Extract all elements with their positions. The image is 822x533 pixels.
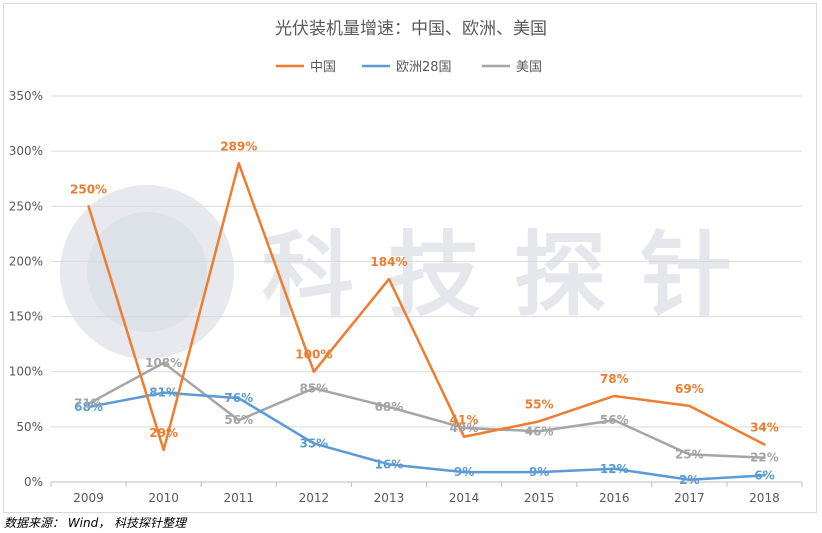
y-tick-label: 300% [9,144,43,158]
data-label: 68% [74,400,103,414]
data-label: 55% [525,397,554,411]
chart-title: 光伏装机量增速：中国、欧洲、美国 [275,19,547,39]
y-tick-label: 50% [16,420,43,434]
data-label: 2% [679,473,699,487]
data-labels: 250% 29% 289% 100% 184% 41% 55% 78% 69% 34% 68% 81%… [70,139,779,487]
x-tick-label: 2015 [524,491,555,505]
source-note: 数据来源： Wind， 科技探针整理 [4,516,187,530]
legend-label: 欧洲28国 [396,60,452,75]
chart-frame: 科技探针 光伏装机量增速：中国、欧洲、美国 中国 欧洲28国 美国 0% 50% 100… [3,3,817,513]
data-label: 16% [375,457,404,471]
data-label: 9% [454,465,474,479]
data-label: 22% [750,451,779,465]
x-tick-label: 2017 [674,491,705,505]
watermark-text: 科技探针 [262,222,766,329]
x-tick-label: 2016 [599,491,630,505]
watermark: 科技探针 [60,185,766,359]
data-label: 69% [675,382,704,396]
data-label: 34% [750,421,779,435]
y-tick-label: 200% [9,254,43,268]
y-tick-label: 0% [24,475,43,489]
legend-item-欧洲28国: 欧洲28国 [362,60,452,75]
data-label: 49% [450,421,479,435]
data-label: 56% [224,413,253,427]
data-label: 108% [145,356,182,370]
series-line-中国 [87,162,766,452]
x-tick-label: 2012 [299,491,330,505]
data-label: 289% [220,139,257,153]
data-label: 78% [600,372,629,386]
legend: 中国 欧洲28国 美国 [276,60,542,75]
data-label: 29% [149,426,178,440]
legend-item-中国: 中国 [276,60,336,75]
data-label: 25% [675,447,704,461]
data-label: 12% [600,462,629,476]
y-tick-label: 100% [9,365,43,379]
series-group [87,162,766,482]
legend-item-美国: 美国 [482,60,542,75]
data-label: 6% [754,468,774,482]
y-tick-label: 350% [9,89,43,103]
data-label: 81% [149,386,178,400]
data-label: 85% [299,381,328,395]
data-label: 76% [224,391,253,405]
data-label: 56% [600,413,629,427]
x-tick-label: 2011 [223,491,254,505]
x-tick-label: 2013 [374,491,405,505]
data-label: 41% [450,413,479,427]
data-label: 184% [370,255,407,269]
series-line-美国 [87,361,766,459]
x-tick-label: 2009 [73,491,104,505]
legend-label: 美国 [516,60,542,75]
series-line-欧洲28国 [87,391,766,482]
data-label: 68% [375,400,404,414]
y-axis: 0% 50% 100% 150% 200% 250% 300% 350% [9,89,43,489]
x-tick-label: 2010 [148,491,179,505]
legend-label: 中国 [310,60,336,75]
data-label: 35% [299,436,328,450]
y-tick-label: 150% [9,310,43,324]
y-tick-label: 250% [9,199,43,213]
line-chart: 科技探针 光伏装机量增速：中国、欧洲、美国 中国 欧洲28国 美国 0% 50% 100… [9,19,803,505]
x-axis: 2009 2010 2011 2012 2013 2014 2015 2016 2017 2018 [50,482,803,505]
data-label: 71% [74,397,103,411]
x-tick-label: 2018 [749,491,780,505]
data-label: 46% [525,424,554,438]
data-label: 100% [295,348,332,362]
watermark-logo-inner [87,212,207,332]
data-label: 250% [70,182,107,196]
data-label: 9% [529,465,549,479]
x-tick-label: 2014 [449,491,480,505]
